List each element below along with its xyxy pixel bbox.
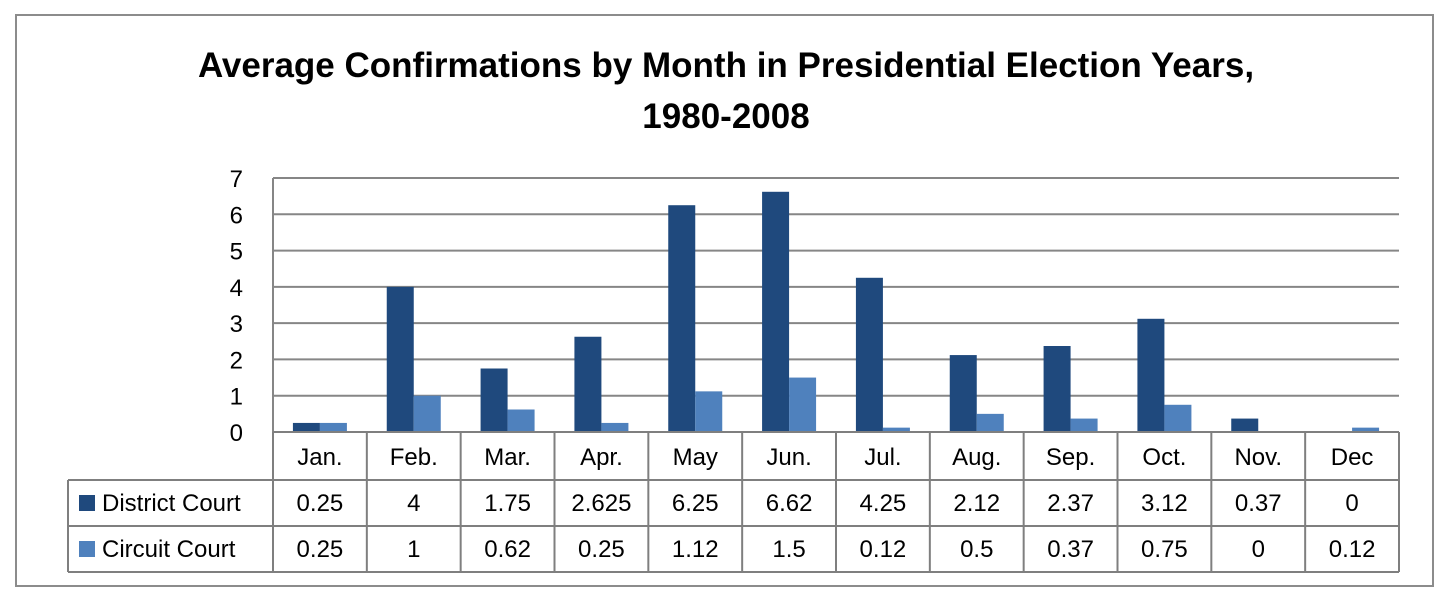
data-label-district-court: 2.625 bbox=[571, 490, 631, 517]
gridlines bbox=[272, 177, 1399, 433]
data-label-circuit-court: 0.12 bbox=[1329, 536, 1376, 563]
legend-key-district-court bbox=[79, 495, 95, 511]
y-tick-label: 3 bbox=[230, 311, 243, 338]
y-tick-label: 1 bbox=[230, 384, 243, 411]
bar-circuit-court bbox=[789, 377, 817, 432]
x-category-label: Sep. bbox=[1046, 444, 1095, 471]
data-label-circuit-court: 0.75 bbox=[1141, 536, 1188, 563]
x-category-label: Jan. bbox=[297, 444, 342, 471]
bar-circuit-court bbox=[1070, 418, 1098, 432]
x-category-label: Feb. bbox=[390, 444, 438, 471]
y-tick-label: 4 bbox=[230, 275, 243, 302]
bar-circuit-court bbox=[601, 422, 629, 432]
legend-label-circuit-court: Circuit Court bbox=[102, 536, 236, 563]
x-category-label: Aug. bbox=[952, 444, 1001, 471]
data-label-district-court: 0 bbox=[1345, 490, 1358, 517]
bar-circuit-court bbox=[319, 422, 347, 432]
bar-circuit-court bbox=[413, 395, 441, 432]
data-label-circuit-court: 1 bbox=[407, 536, 420, 563]
bar-district-court bbox=[668, 205, 696, 432]
legend-key-circuit-court bbox=[79, 541, 95, 557]
chart-title-line-1: Average Confirmations by Month in Presid… bbox=[198, 46, 1254, 85]
chart-frame bbox=[15, 14, 1434, 587]
x-category-label: Oct. bbox=[1142, 444, 1186, 471]
bar-circuit-court bbox=[976, 413, 1004, 432]
bar-circuit-court bbox=[695, 391, 723, 432]
x-category-label: May bbox=[673, 444, 718, 471]
data-label-district-court: 4.25 bbox=[860, 490, 907, 517]
data-label-circuit-court: 0.25 bbox=[578, 536, 625, 563]
y-tick-label: 2 bbox=[230, 347, 243, 374]
y-tick-label: 0 bbox=[230, 420, 243, 447]
data-label-district-court: 6.62 bbox=[766, 490, 813, 517]
data-label-circuit-court: 0.5 bbox=[960, 536, 993, 563]
data-label-circuit-court: 0.12 bbox=[860, 536, 907, 563]
bar-circuit-court bbox=[1352, 427, 1380, 432]
data-label-circuit-court: 0.62 bbox=[484, 536, 531, 563]
data-label-district-court: 0.37 bbox=[1235, 490, 1282, 517]
bar-circuit-court bbox=[882, 427, 910, 432]
y-axis-ticks: 0 1 2 3 4 5 6 7 bbox=[230, 166, 243, 447]
data-label-district-court: 1.75 bbox=[484, 490, 531, 517]
bar-district-court bbox=[574, 336, 602, 432]
bar-district-court bbox=[949, 355, 977, 432]
x-category-label: Jul. bbox=[864, 444, 901, 471]
x-category-label: Apr. bbox=[580, 444, 623, 471]
bar-district-court bbox=[292, 422, 320, 432]
data-table: Jan. Feb. Mar. Apr. May Jun. Jul. Aug. Sep. Oct. N… bbox=[67, 431, 1400, 573]
data-label-district-court: 0.25 bbox=[297, 490, 344, 517]
x-category-label: Dec bbox=[1331, 444, 1374, 471]
y-tick-label: 7 bbox=[230, 166, 243, 193]
chart-title: Average Confirmations by Month in Presid… bbox=[198, 46, 1254, 136]
data-label-district-court: 2.37 bbox=[1047, 490, 1094, 517]
x-category-label: Mar. bbox=[484, 444, 531, 471]
y-tick-label: 6 bbox=[230, 202, 243, 229]
data-label-circuit-court: 0.37 bbox=[1047, 536, 1094, 563]
data-label-district-court: 6.25 bbox=[672, 490, 719, 517]
bar-district-court bbox=[1043, 346, 1071, 432]
x-category-label: Jun. bbox=[766, 444, 811, 471]
bar-district-court bbox=[1137, 318, 1165, 432]
legend-label-district-court: District Court bbox=[102, 490, 241, 517]
data-label-district-court: 3.12 bbox=[1141, 490, 1188, 517]
data-label-circuit-court: 1.5 bbox=[772, 536, 805, 563]
bar-circuit-court bbox=[1164, 404, 1192, 432]
data-label-circuit-court: 0 bbox=[1252, 536, 1265, 563]
bars bbox=[292, 191, 1380, 432]
data-label-circuit-court: 1.12 bbox=[672, 536, 719, 563]
bar-district-court bbox=[386, 286, 414, 432]
bar-district-court bbox=[855, 277, 883, 432]
x-category-label: Nov. bbox=[1234, 444, 1282, 471]
data-label-district-court: 4 bbox=[407, 490, 420, 517]
y-tick-label: 5 bbox=[230, 239, 243, 266]
bar-district-court bbox=[1231, 418, 1259, 432]
bar-circuit-court bbox=[507, 409, 535, 432]
data-label-district-court: 2.12 bbox=[953, 490, 1000, 517]
bar-district-court bbox=[480, 368, 508, 432]
data-label-circuit-court: 0.25 bbox=[297, 536, 344, 563]
bar-district-court bbox=[762, 191, 790, 432]
chart-title-line-2: 1980-2008 bbox=[642, 97, 809, 136]
